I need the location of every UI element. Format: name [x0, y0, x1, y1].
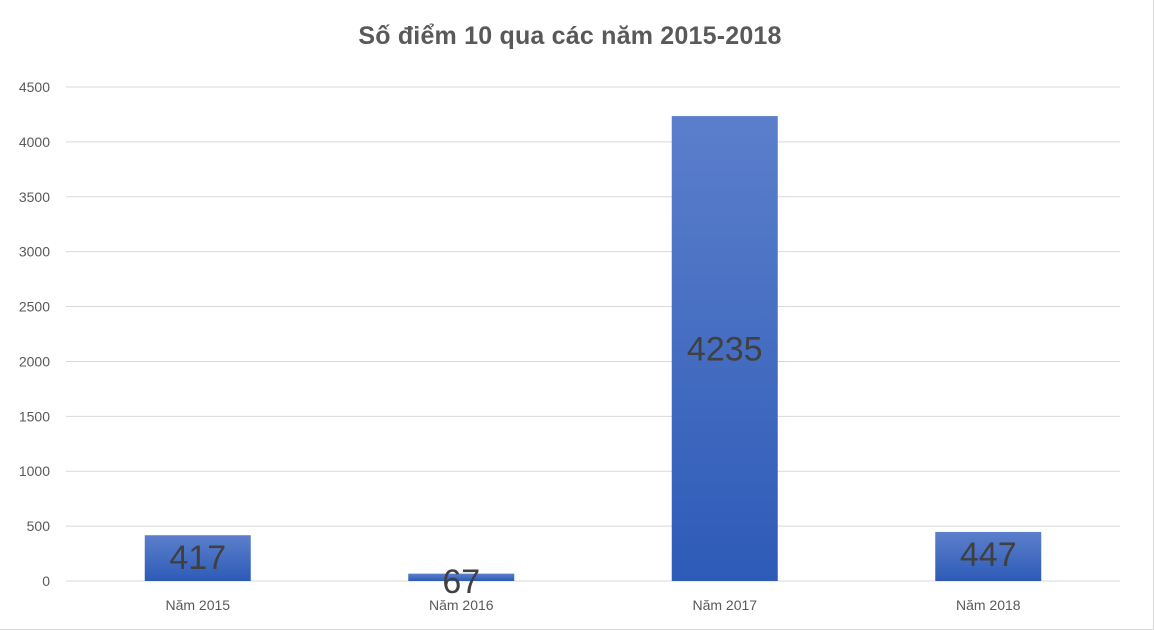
bar [671, 116, 778, 581]
data-label: 67 [442, 563, 480, 601]
bar [935, 531, 1042, 581]
x-category-label: Năm 2017 [692, 597, 757, 613]
gridlines [66, 86, 1120, 582]
bar [144, 535, 251, 581]
x-axis-categories: Năm 2015 Năm 2016 Năm 2017 Năm 2018 [165, 597, 1020, 613]
data-label: 447 [960, 536, 1017, 574]
y-tick-label: 2000 [19, 353, 50, 369]
bars [144, 116, 1042, 581]
y-tick-label: 3500 [19, 189, 50, 205]
data-label: 4235 [687, 331, 763, 369]
y-tick-label: 4000 [19, 134, 50, 150]
bar [408, 573, 515, 581]
y-tick-label: 0 [42, 573, 50, 589]
y-tick-label: 2500 [19, 299, 50, 315]
y-tick-label: 4500 [19, 79, 50, 95]
x-category-label: Năm 2016 [429, 597, 494, 613]
data-label: 417 [169, 539, 226, 577]
y-axis-ticks: 0 500 1000 1500 2000 2500 3000 3500 4000 4500 [19, 79, 50, 589]
y-tick-label: 1000 [19, 463, 50, 479]
x-category-label: Năm 2018 [956, 597, 1021, 613]
data-labels: 417 67 4235 447 [169, 331, 1016, 601]
chart-title: Số điểm 10 qua các năm 2015-2018 [358, 22, 782, 50]
y-tick-label: 1500 [19, 408, 50, 424]
x-category-label: Năm 2015 [165, 597, 230, 613]
y-tick-label: 3000 [19, 244, 50, 260]
y-tick-label: 500 [27, 518, 51, 534]
